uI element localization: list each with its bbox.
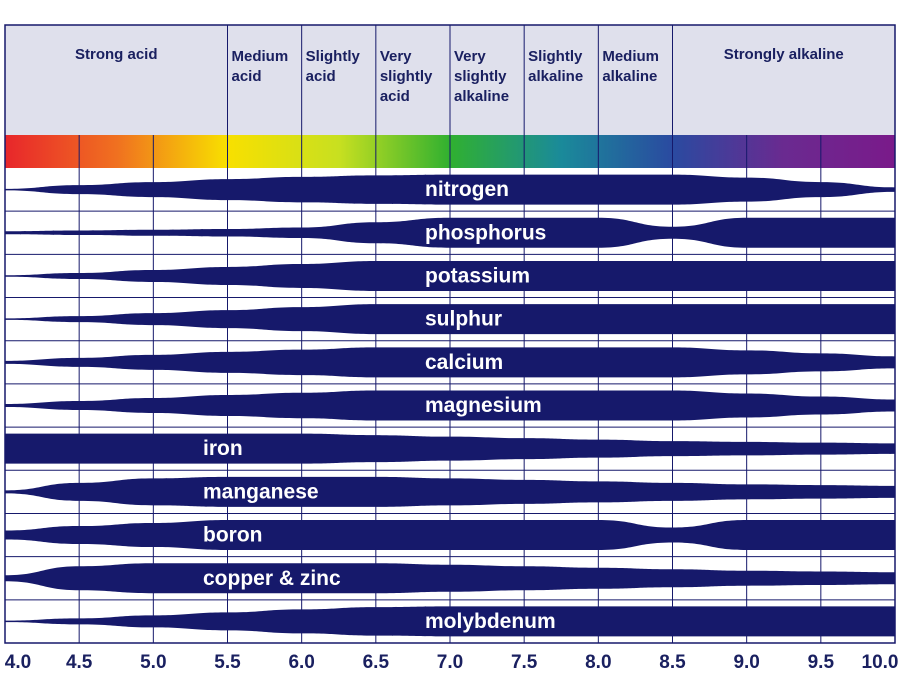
nutrient-label: molybdenum [425, 610, 556, 633]
x-tick-label: 4.0 [5, 652, 31, 673]
zone-label: Strongly alkaline [723, 46, 844, 63]
x-tick-label: 6.5 [363, 652, 390, 673]
nutrient-band [5, 433, 895, 464]
nutrient-label: sulphur [425, 308, 502, 331]
nutrient-label: copper & zinc [203, 567, 341, 590]
nutrient-label: nitrogen [425, 178, 509, 201]
zone-label: Medium alkaline [602, 48, 659, 85]
x-tick-label: 8.0 [585, 652, 611, 673]
x-tick-label: 8.5 [659, 652, 686, 673]
x-tick-label: 7.0 [437, 652, 463, 673]
nutrient-band [5, 476, 895, 507]
zone-label: Slightly alkaline [528, 48, 584, 85]
nutrient-band [5, 390, 895, 421]
nutrient-label: boron [203, 524, 262, 547]
nutrient-band [5, 520, 895, 551]
nutrient-band [5, 260, 895, 291]
nutrient-band [5, 217, 895, 248]
x-tick-label: 5.5 [214, 652, 241, 673]
nutrient-label: calcium [425, 351, 503, 374]
nutrient-band [5, 563, 895, 594]
nutrient-label: iron [203, 437, 243, 460]
x-tick-label: 9.5 [808, 652, 835, 673]
zone-label: Very slightly acid [379, 48, 433, 105]
nutrient-label: phosphorus [425, 221, 546, 244]
x-tick-label: 10.0 [862, 652, 899, 673]
nutrient-band [5, 174, 895, 205]
x-tick-label: 4.5 [66, 652, 93, 673]
x-tick-label: 7.5 [511, 652, 538, 673]
nutrient-label: manganese [203, 480, 319, 503]
nutrient-band [5, 606, 895, 637]
frame [4, 24, 896, 644]
x-tick-label: 9.0 [733, 652, 759, 673]
zone-label: Strong acid [74, 46, 158, 63]
nutrient-band [5, 304, 895, 335]
nutrient-label: potassium [425, 265, 530, 288]
nutrient-band [5, 347, 895, 378]
x-tick-label: 6.0 [288, 652, 314, 673]
zone-label: Medium acid [231, 48, 289, 85]
zone-label: Slightly acid [305, 48, 360, 85]
nutrient-label: magnesium [425, 394, 542, 417]
x-tick-label: 5.0 [140, 652, 166, 673]
zone-label: Very slightly alkaline [454, 48, 510, 105]
